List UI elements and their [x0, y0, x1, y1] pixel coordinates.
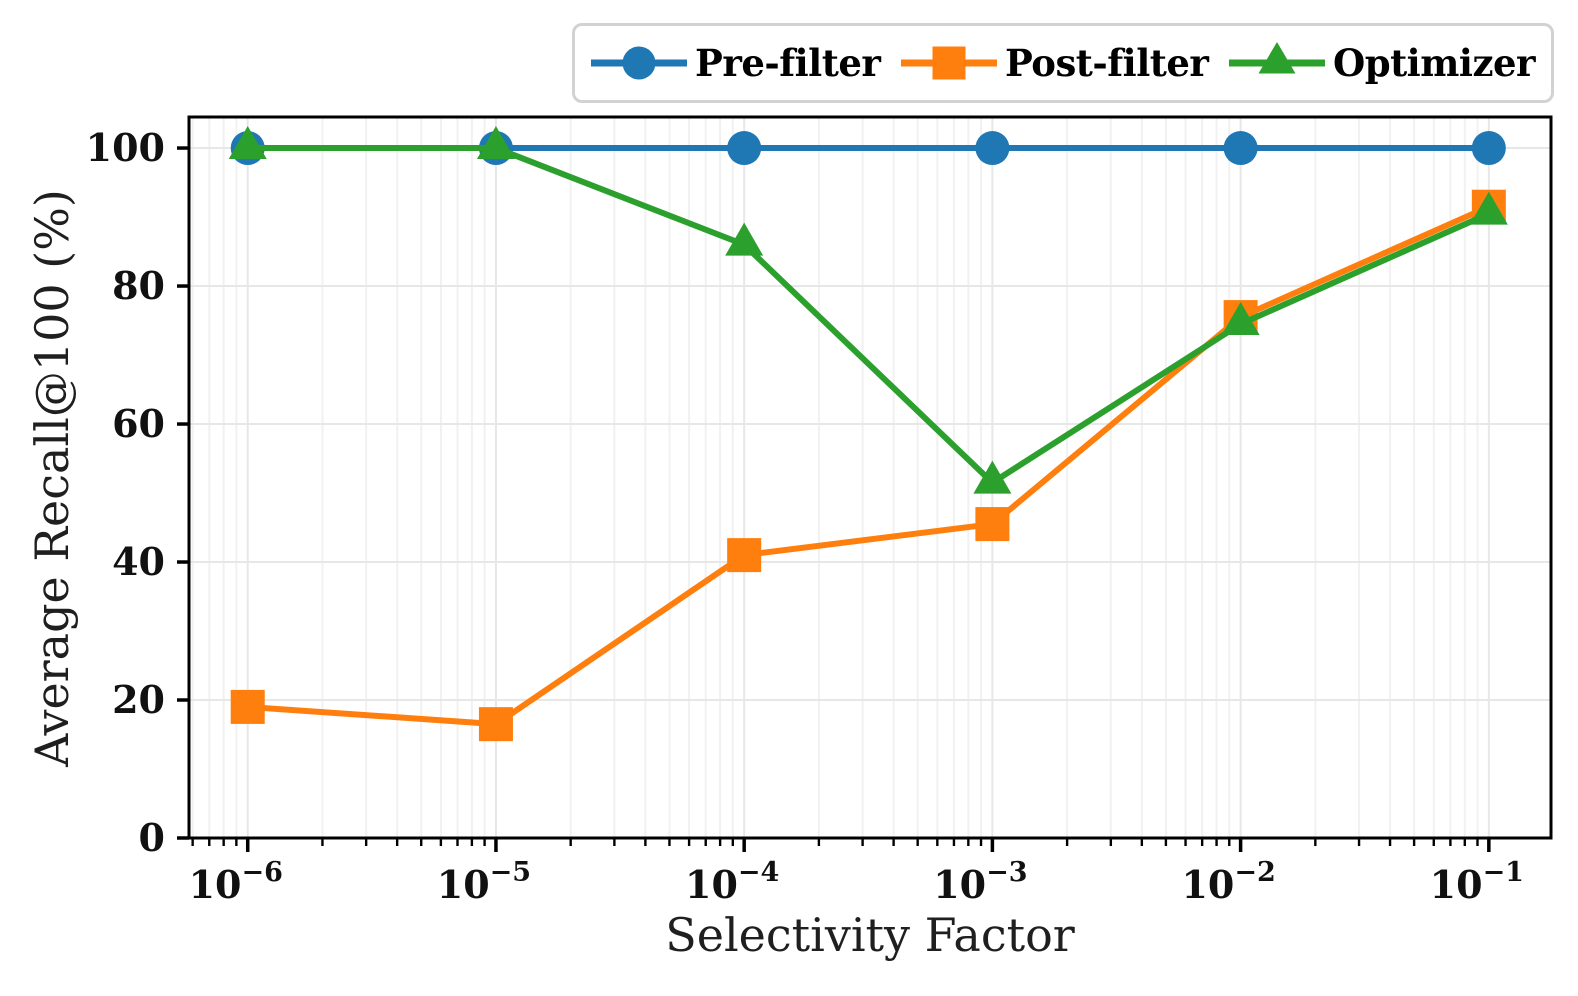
x-axis-label: Selectivity Factor — [665, 908, 1075, 962]
post-filter-square-marker-icon — [900, 46, 997, 80]
legend-label-post-filter: Post-filter — [1004, 41, 1209, 85]
axis-ticks — [177, 146, 1491, 852]
gridlines — [189, 117, 1551, 838]
y-tick-label: 20 — [112, 677, 165, 722]
y-tick-label: 80 — [112, 263, 165, 308]
legend-item-optimizer: Optimizer — [1228, 41, 1536, 85]
pre-filter-circle-marker-icon — [591, 46, 687, 80]
x-tick-label: 10−2 — [1181, 857, 1275, 907]
x-tick-label: 10−4 — [685, 857, 779, 907]
y-tick-labels: 0 20 40 60 80 100 — [86, 125, 165, 860]
y-tick-label: 40 — [112, 539, 165, 584]
x-tick-label: 10−6 — [189, 857, 283, 907]
x-tick-label: 10−1 — [1430, 857, 1524, 907]
legend-item-pre-filter: Pre-filter — [591, 41, 881, 85]
series-optimizer — [228, 126, 1508, 494]
x-tick-label: 10−3 — [933, 857, 1027, 907]
legend: Pre-filter Post-filter Optimizer — [572, 23, 1554, 103]
plot-frame — [187, 115, 1553, 840]
y-tick-label: 60 — [112, 401, 165, 446]
y-tick-label: 0 — [139, 815, 165, 860]
y-tick-label: 100 — [86, 125, 165, 170]
optimizer-triangle-marker-icon — [1228, 42, 1325, 74]
legend-label-optimizer: Optimizer — [1332, 41, 1536, 85]
legend-label-pre-filter: Pre-filter — [695, 41, 881, 85]
y-axis-label: Average Recall@100 (%) — [25, 189, 79, 767]
legend-item-post-filter: Post-filter — [900, 41, 1209, 85]
x-tick-label: 10−5 — [437, 857, 531, 907]
x-tick-labels: 10−6 10−5 10−4 10−3 10−2 10−1 — [189, 857, 1524, 907]
